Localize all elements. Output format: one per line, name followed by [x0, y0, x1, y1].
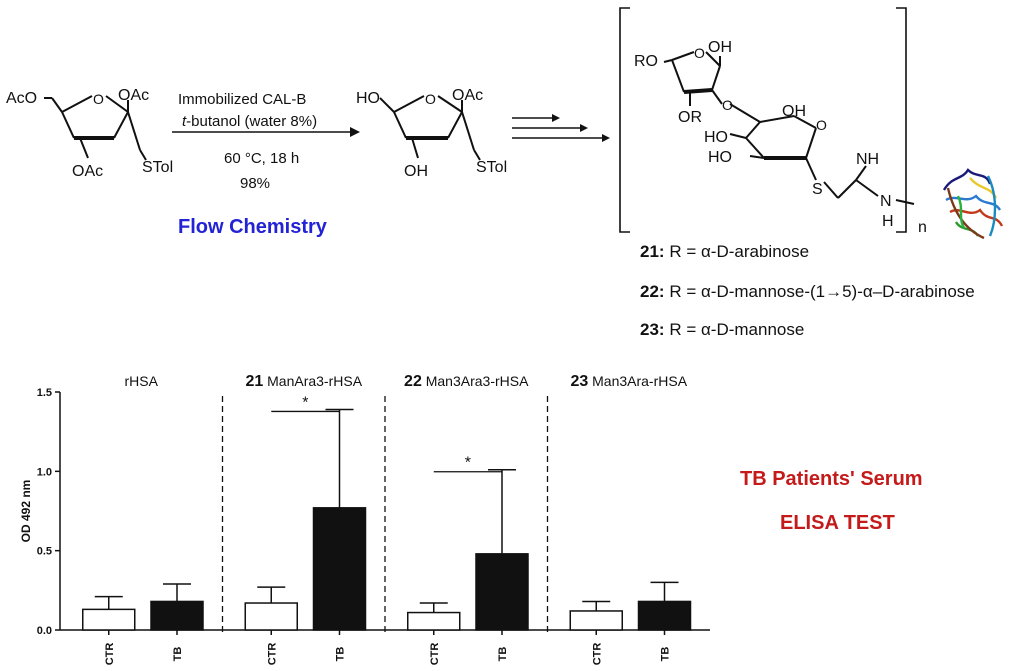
panel-name: rHSA — [125, 373, 159, 389]
sulfur-label: S — [812, 181, 823, 198]
y-tick-label: 0.0 — [37, 625, 52, 637]
panel-name: ManAra3-rHSA — [263, 373, 362, 389]
oh-mid-label: OH — [782, 103, 806, 120]
oac-label: OAc — [452, 87, 483, 104]
panel-number: 21 — [245, 373, 263, 390]
r-definition-21: 21: R = α-D-arabinose — [640, 242, 809, 262]
panel-title: rHSA — [125, 373, 159, 389]
condition-temperature: 60 °C, 18 h — [224, 150, 299, 167]
arabinose-ring-o: O — [694, 45, 705, 61]
oh-label: OH — [404, 163, 428, 180]
x-tick-label: TB — [172, 647, 184, 662]
panel-title: 23 Man3Ara-rHSA — [570, 373, 687, 390]
bond — [51, 97, 63, 113]
y-tick-label: 0.5 — [37, 546, 52, 558]
tb-bar — [637, 600, 692, 631]
r-definition-text: R = α-D-mannose — [669, 320, 805, 339]
tb-bar — [150, 600, 204, 631]
product-structure — [379, 95, 481, 161]
ctr-bar — [569, 610, 623, 631]
panel-name: Man3Ara-rHSA — [588, 373, 687, 389]
multistep-arrows — [512, 114, 610, 142]
panel-title: 22 Man3Ara3-rHSA — [404, 373, 529, 390]
reaction-arrow — [172, 127, 360, 137]
elisa-title-serum: TB Patients' Serum — [740, 468, 923, 490]
x-tick-label: CTR — [591, 643, 603, 666]
bond — [139, 149, 147, 161]
imine-label: NH — [856, 151, 879, 168]
ctr-bar — [82, 608, 136, 631]
condition-catalyst: Immobilized CAL-B — [178, 91, 306, 108]
condition-solvent-italic: t — [182, 113, 187, 130]
repeat-subscript: n — [918, 219, 927, 236]
ring-oxygen-label: O — [93, 91, 104, 107]
significance-star: * — [465, 455, 471, 472]
condition-solvent-rest: -butanol (water 8%) — [186, 113, 317, 130]
x-tick-label: TB — [497, 647, 509, 662]
ho-left-label: HO — [704, 129, 728, 146]
glycosidic-o: O — [722, 97, 733, 113]
bond — [79, 137, 89, 159]
protein-icon — [942, 168, 1004, 240]
reaction-conditions: Immobilized CAL-B t-butanol (water 8%) 6… — [178, 91, 317, 192]
panel-title: 21 ManAra3-rHSA — [245, 373, 362, 390]
r-definition-23: 23: R = α-D-mannose — [640, 320, 804, 340]
r-definition-number: 23: — [640, 320, 665, 339]
reactant-structure — [44, 95, 147, 161]
conjugate-labels: RO OH O OR O OH HO HO O S NH N H n — [634, 39, 927, 236]
hydrogen-label: H — [882, 213, 894, 230]
or-label: OR — [678, 109, 702, 126]
y-tick-label: 1.0 — [37, 466, 52, 478]
bond — [113, 111, 129, 139]
bond — [127, 111, 141, 151]
x-tick-label: CTR — [266, 643, 278, 666]
y-axis-label: OD 492 nm — [19, 480, 33, 543]
tb-bar — [312, 507, 367, 631]
bond — [105, 95, 129, 113]
stol-label: STol — [142, 159, 173, 176]
polymer-brackets — [619, 7, 907, 233]
reactant-labels: AcO O OAc OAc STol — [6, 87, 173, 180]
y-tick-label: 1.5 — [37, 387, 52, 399]
stol-label: STol — [476, 159, 507, 176]
tb-bar — [475, 553, 529, 631]
mannose-ring-o: O — [816, 117, 827, 133]
r-definition-22: 22: R = α-D-mannose-(1→5)-α–D-arabinose — [640, 282, 975, 302]
x-tick-label: TB — [335, 647, 347, 662]
x-tick-label: CTR — [429, 643, 441, 666]
ro-label: RO — [634, 53, 658, 70]
x-tick-label: TB — [660, 647, 672, 662]
x-tick-label: CTR — [104, 643, 116, 666]
condition-yield: 98% — [240, 175, 270, 192]
ring-oxygen-label: O — [425, 91, 436, 107]
r-definition-text: R = α-D-arabinose — [669, 242, 810, 261]
nitrogen-label: N — [880, 193, 892, 210]
r-definition-text: R = α-D-mannose-(1→5)-α–D-arabinose — [669, 282, 975, 301]
oac-top-label: OAc — [118, 87, 149, 104]
bond — [61, 95, 93, 113]
r-definition-number: 22: — [640, 282, 665, 301]
r-definition-number: 21: — [640, 242, 665, 261]
flow-chemistry-label: Flow Chemistry — [178, 216, 327, 238]
panel-number: 22 — [404, 373, 422, 390]
conjugate-structure — [663, 51, 915, 205]
acetoxy-label: AcO — [6, 90, 37, 107]
elisa-title-test: ELISA TEST — [780, 512, 895, 534]
panel-name: Man3Ara3-rHSA — [422, 373, 529, 389]
significance-star: * — [302, 394, 308, 411]
oh-top-label: OH — [708, 39, 732, 56]
ho-label: HO — [356, 90, 380, 107]
product-labels: HO O OAc OH STol — [356, 87, 507, 180]
bond — [61, 111, 75, 139]
ho-lower-label: HO — [708, 149, 732, 166]
condition-solvent: t-butanol (water 8%) — [182, 113, 317, 130]
elisa-chart: 0.0 0.5 1.0 1.5 OD 492 nm rHSA CTR TB 21 ManAra3… — [19, 373, 710, 665]
ctr-bar — [407, 611, 461, 631]
oac-bottom-label: OAc — [72, 163, 103, 180]
panel-number: 23 — [570, 373, 588, 390]
ctr-bar — [244, 602, 298, 631]
